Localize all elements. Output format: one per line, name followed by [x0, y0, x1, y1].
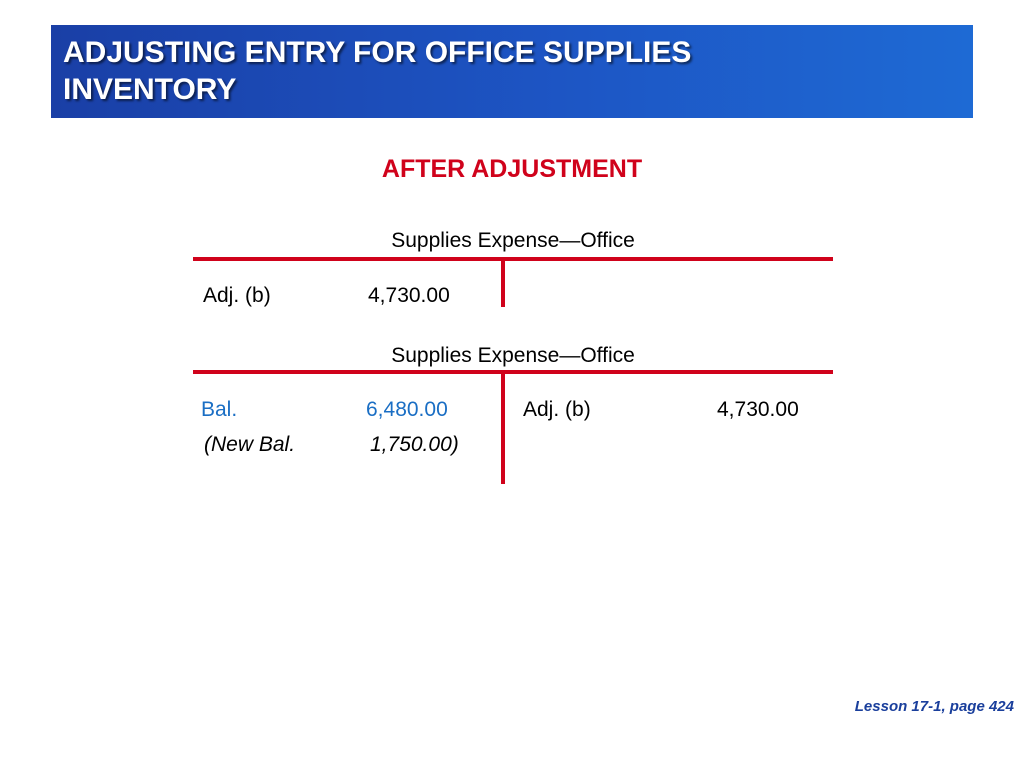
t-account-1-name: Supplies Expense—Office: [391, 229, 635, 252]
t-account-2-top-line: [193, 370, 833, 374]
t-account-2-credit-label: Adj. (b): [523, 398, 591, 421]
title-bar: ADJUSTING ENTRY FOR OFFICE SUPPLIES INVE…: [51, 25, 973, 118]
slide-title-line-2: INVENTORY: [63, 73, 237, 106]
t-account-2-balance-label: Bal.: [201, 398, 238, 421]
t-account-2-balance-amount: 6,480.00: [366, 398, 448, 421]
section-subtitle: AFTER ADJUSTMENT: [381, 155, 643, 183]
t-account-1-debit-amount: 4,730.00: [368, 284, 450, 307]
t-account-1-debit-label: Adj. (b): [203, 284, 271, 307]
t-account-1-stem: [501, 261, 505, 307]
slide-title: ADJUSTING ENTRY FOR OFFICE SUPPLIES INVE…: [63, 34, 961, 108]
slide-title-line-1: ADJUSTING ENTRY FOR OFFICE SUPPLIES: [63, 36, 692, 69]
t-account-2-credit-amount: 4,730.00: [717, 398, 799, 421]
t-account-2-stem: [501, 374, 505, 484]
t-account-1-top-line: [193, 257, 833, 261]
lesson-reference: Lesson 17-1, page 424: [854, 698, 1014, 715]
t-account-2-name: Supplies Expense—Office: [391, 344, 635, 367]
t-account-2-new-balance-label: (New Bal.: [204, 433, 296, 456]
t-account-2-new-balance-amount: 1,750.00): [370, 433, 459, 456]
